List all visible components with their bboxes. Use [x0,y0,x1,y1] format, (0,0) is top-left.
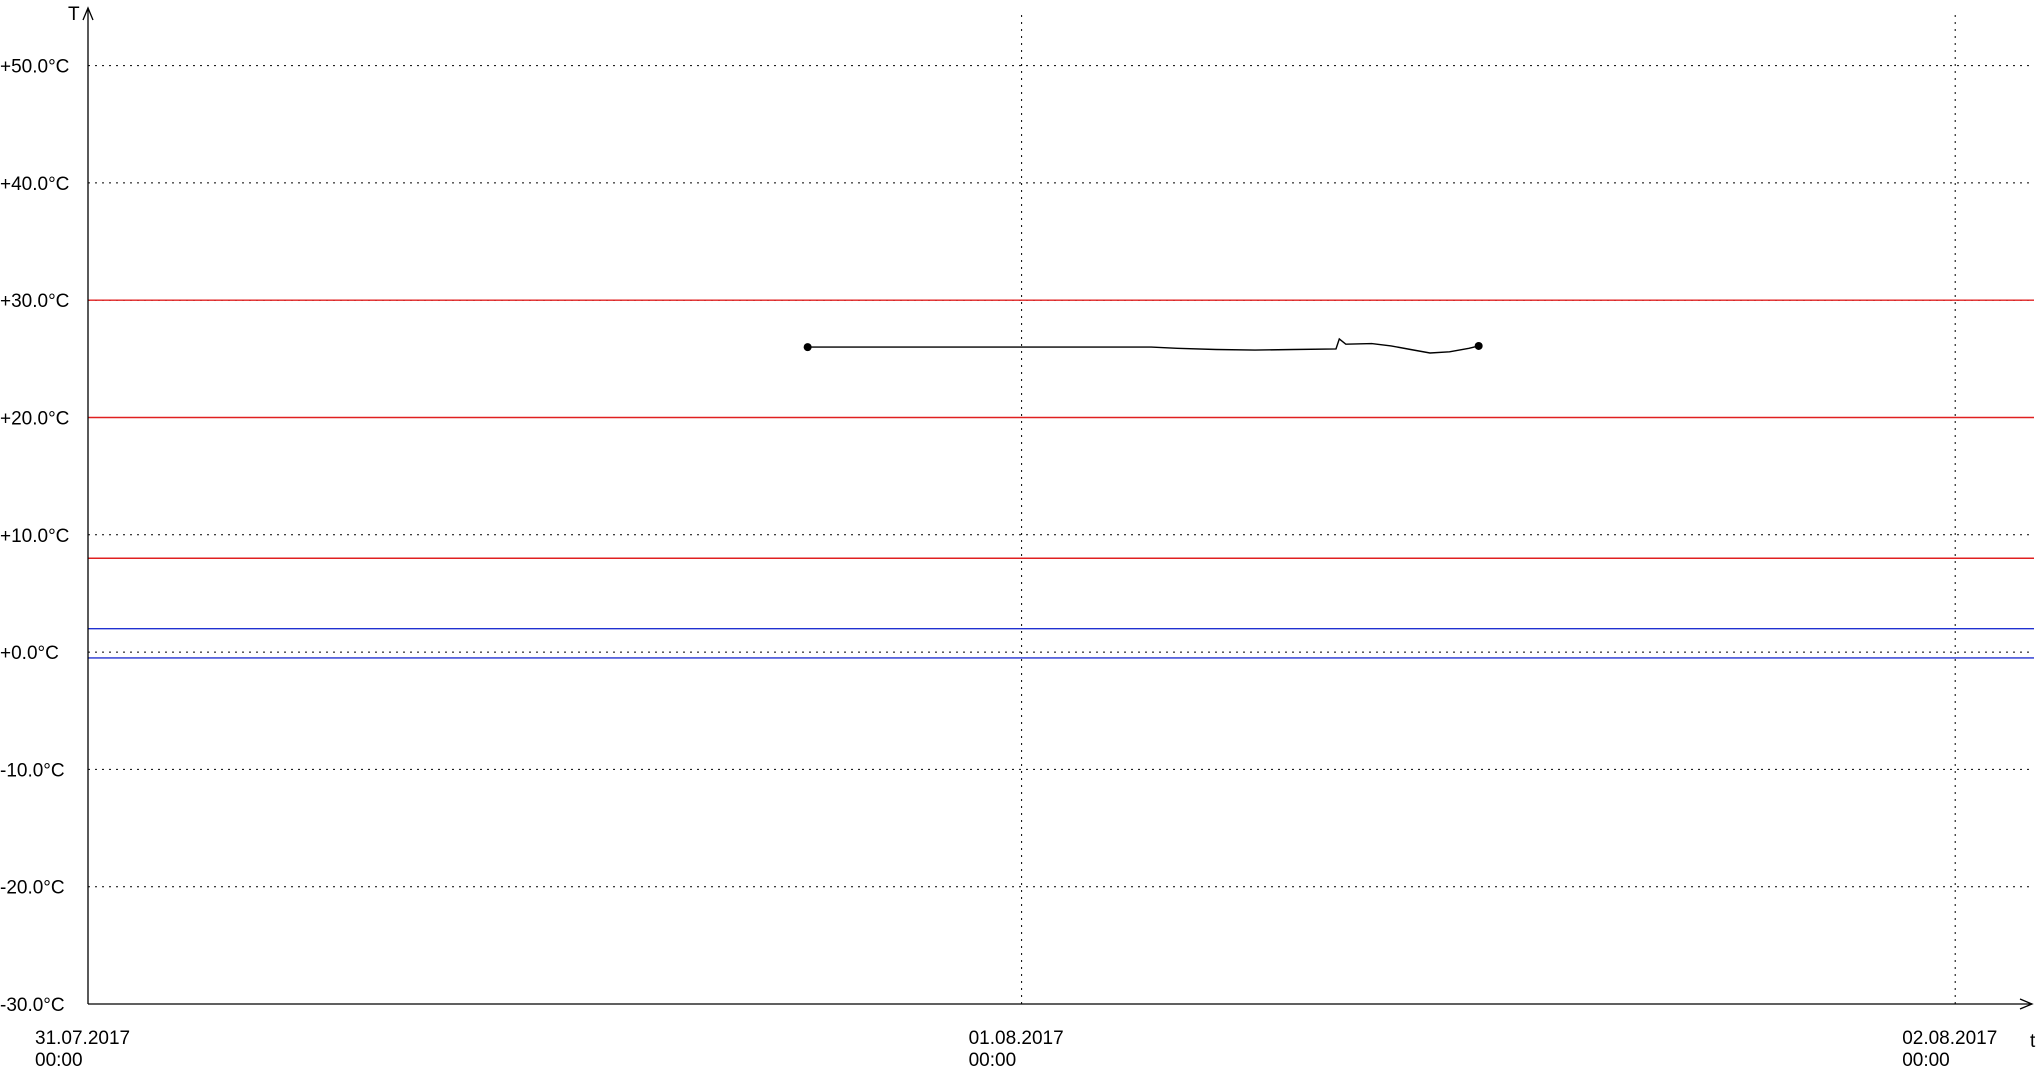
grid-layer [88,10,2034,1004]
y-tick-label: -10.0°C [0,760,65,781]
x-tick-date-label: 02.08.2017 [1902,1028,1997,1049]
y-tick-label: -20.0°C [0,878,65,899]
y-tick-label: +40.0°C [0,174,69,195]
y-tick-label: -30.0°C [0,995,65,1016]
x-tick-date-label: 01.08.2017 [969,1028,1064,1049]
x-tick-time-label: 00:00 [1902,1050,1950,1069]
y-axis-arrow [82,6,94,21]
axis-layer: T t [68,4,2036,1052]
series-layer [803,337,1483,354]
tick-label-layer: +50.0°C +40.0°C +30.0°C +20.0°C +10.0°C +0.0°… [0,57,1997,1071]
threshold-layer [88,299,2034,659]
y-tick-label: +10.0°C [0,526,69,547]
y-tick-label: +50.0°C [0,57,69,78]
x-axis-label: t [2030,1031,2036,1052]
x-axis-arrow [2019,998,2034,1010]
x-tick-time-label: 00:00 [969,1050,1017,1069]
x-tick-time-label: 00:00 [35,1050,83,1069]
x-tick-date-label: 31.07.2017 [35,1028,130,1049]
series-endpoint-marker [1474,341,1483,350]
y-tick-label: +0.0°C [0,643,59,664]
series-endpoint-marker [803,343,812,352]
temperature-series-line [807,337,1479,354]
y-tick-label: +30.0°C [0,291,69,312]
y-tick-label: +20.0°C [0,409,69,430]
y-axis-label: T [68,4,80,25]
